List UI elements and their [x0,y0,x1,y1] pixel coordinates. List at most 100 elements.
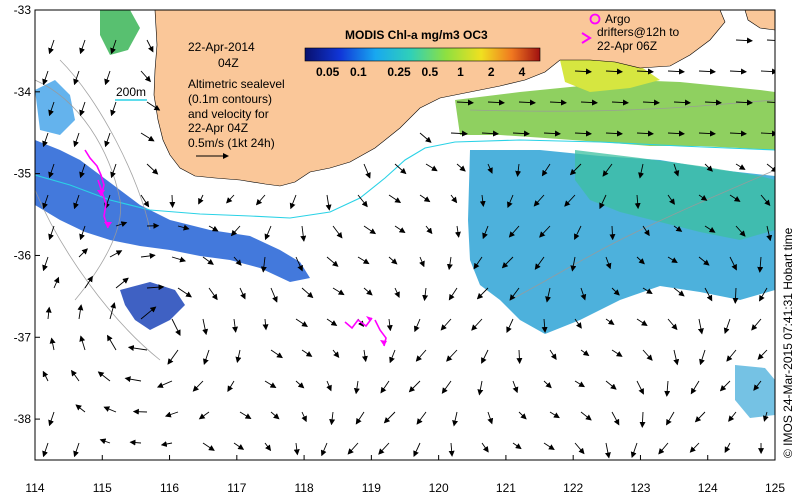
velocity-arrow [208,225,219,232]
drifter-legend-label-1: drifters@12h to [597,25,680,39]
velocity-arrow [146,39,154,53]
velocity-arrow [79,225,86,241]
velocity-arrow [481,130,499,137]
velocity-arrow [605,256,612,270]
velocity-arrow [202,256,214,265]
velocity-arrow [704,99,722,106]
velocity-arrow [698,256,710,266]
velocity-arrow [642,225,650,237]
velocity-arrow [140,132,155,142]
velocity-arrow [726,349,737,362]
velocity-arrow [512,442,522,450]
velocity-arrow [160,441,173,447]
drifter-legend-label-2: 22-Apr 06Z [597,39,657,53]
time-label: 04Z [218,56,239,70]
velocity-arrow [456,163,466,172]
velocity-arrow [735,163,746,170]
velocity-arrow [482,225,489,240]
velocity-arrow [673,349,680,366]
velocity-arrow [611,99,629,106]
velocity-arrow [329,411,336,426]
velocity-arrow [604,442,611,459]
velocity-arrow [638,163,644,179]
velocity-arrow [109,302,116,320]
velocity-arrow [673,287,685,297]
velocity-arrow [270,287,278,303]
colorbar-tick-label: 0.25 [387,65,411,79]
y-tick-label: -36 [14,248,32,262]
velocity-arrow [732,287,739,304]
velocity-arrow [574,225,582,240]
velocity-arrow [501,256,514,269]
drifter-head-3 [366,316,372,322]
velocity-arrow [534,256,545,270]
velocity-arrow [383,411,396,424]
velocity-arrow [264,442,272,452]
velocity-arrow [48,225,55,241]
velocity-arrow [487,99,505,106]
velocity-arrow [270,411,280,420]
velocity-arrow [325,194,332,211]
drifter-head-2 [104,222,112,228]
velocity-arrow [611,287,620,296]
velocity-arrow [198,194,204,205]
velocity-arrow [232,318,239,333]
velocity-arrow [487,163,493,174]
velocity-arrow [658,442,669,455]
velocity-arrow [515,163,522,177]
drifter-heads [97,190,387,346]
velocity-arrow [666,411,675,426]
velocity-arrow [363,225,377,235]
velocity-arrow [233,256,242,266]
chl-patch-swirl [120,282,185,330]
velocity-arrow [728,411,737,422]
velocity-arrow [694,411,706,423]
velocity-arrow [73,132,80,148]
drifter-legend-icon [581,32,592,44]
colorbar-tick-label: 0.05 [316,65,340,79]
velocity-arrow [42,256,49,272]
velocity-arrow [264,225,272,241]
velocity-arrow [260,256,267,273]
velocity-arrow [425,225,433,235]
velocity-arrow [545,287,551,303]
velocity-arrow [751,318,762,331]
velocity-arrow [735,225,746,237]
drifter-head-1 [97,190,105,196]
velocity-arrow [289,194,297,210]
velocity-arrow [233,442,245,450]
velocity-arrow [580,349,590,357]
velocity-arrow [634,194,641,210]
velocity-arrow [471,318,483,331]
velocity-arrow [419,194,431,203]
velocity-arrow [293,442,300,456]
velocity-arrow [704,225,716,233]
velocity-arrow [454,225,461,238]
velocity-arrow [140,70,151,83]
velocity-arrow [518,99,536,106]
x-tick-label: 119 [362,481,381,495]
colorbar-tick-label: 0.5 [421,65,438,79]
x-tick-label: 125 [765,481,785,495]
velocity-arrow [357,256,370,265]
velocity-arrow [422,287,429,302]
velocity-arrow [301,287,314,299]
velocity-arrow [667,194,675,205]
velocity-arrow [611,411,620,426]
y-tick-label: -34 [14,85,32,99]
velocity-arrow [48,411,55,427]
velocity-arrow [642,99,660,106]
velocity-arrow [508,225,520,238]
velocity-arrow [42,70,49,86]
velocity-arrow [262,318,269,331]
velocity-arrow [425,163,438,172]
velocity-arrow [416,411,427,425]
velocity-arrow [512,380,519,394]
velocity-arrow [264,380,277,388]
velocity-arrow [516,349,523,365]
velocity-arrow [227,380,235,392]
velocity-arrow [642,287,653,295]
velocity-arrow [667,256,678,264]
velocity-arrow [698,130,716,137]
